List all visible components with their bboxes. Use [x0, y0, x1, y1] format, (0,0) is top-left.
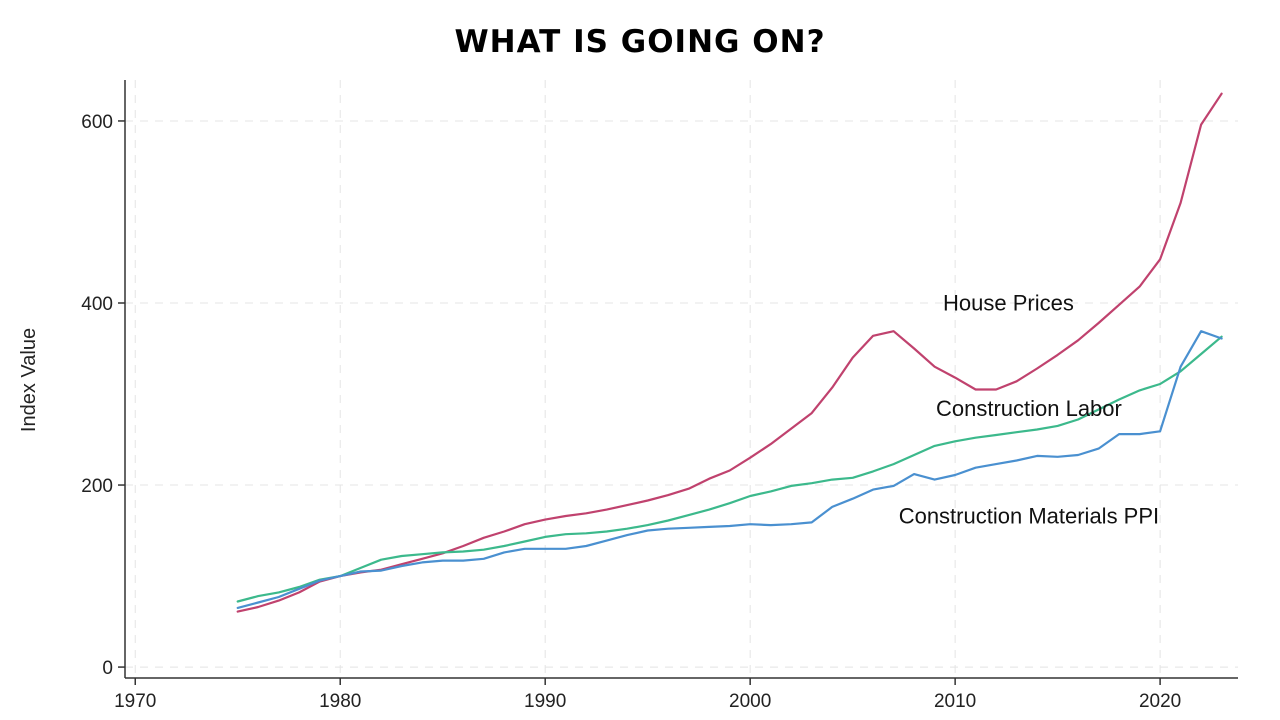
gridlines [125, 80, 1238, 678]
series-line-house-prices [236, 92, 1223, 613]
y-tick-label-600: 600 [81, 112, 113, 133]
x-tick-label-2020: 2020 [1139, 691, 1181, 712]
series-line-construction-materials-ppi [236, 330, 1223, 610]
series-line-construction-labor [236, 335, 1223, 603]
x-tick-label-1970: 1970 [114, 691, 156, 712]
x-tick-label-1980: 1980 [319, 691, 361, 712]
y-tick-label-0: 0 [102, 658, 113, 679]
y-tick-label-400: 400 [81, 294, 113, 315]
axes: 0 200 400 600 1970 1980 1990 2000 2010 2020 [81, 80, 1238, 712]
series-annotations: House Prices Construction Labor Constructi… [899, 290, 1159, 528]
x-tick-label-2010: 2010 [934, 691, 976, 712]
y-tick-label-200: 200 [81, 476, 113, 497]
x-tick-label-1990: 1990 [524, 691, 566, 712]
x-tick-label-2000: 2000 [729, 691, 771, 712]
chart-title: WHAT IS GOING ON? [454, 24, 825, 60]
annotation-construction-labor: Construction Labor [936, 396, 1122, 421]
series-lines [236, 92, 1223, 613]
y-axis-title: Index Value [18, 328, 40, 432]
annotation-house-prices: House Prices [943, 290, 1074, 315]
annotation-construction-materials-ppi: Construction Materials PPI [899, 503, 1159, 528]
